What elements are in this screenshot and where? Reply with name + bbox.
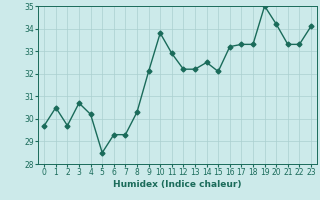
X-axis label: Humidex (Indice chaleur): Humidex (Indice chaleur) xyxy=(113,180,242,189)
